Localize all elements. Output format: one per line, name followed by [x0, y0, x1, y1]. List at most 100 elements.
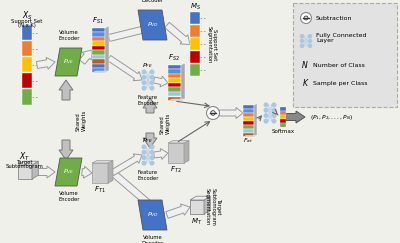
Circle shape: [150, 81, 154, 85]
Text: $F_{T1}$: $F_{T1}$: [94, 185, 106, 195]
Circle shape: [308, 44, 312, 47]
Polygon shape: [22, 24, 35, 25]
Text: Number of Class: Number of Class: [313, 62, 365, 68]
Polygon shape: [243, 136, 257, 137]
Text: Support Set
Segmentation: Support Set Segmentation: [206, 26, 218, 63]
Text: Target
Subtomogram
Segmentation: Target Subtomogram Segmentation: [205, 188, 221, 226]
Circle shape: [264, 119, 268, 123]
Text: $P_{VE}$: $P_{VE}$: [63, 58, 74, 66]
Text: Volume
Decoder: Volume Decoder: [142, 235, 164, 243]
Text: $X_T$: $X_T$: [20, 151, 30, 163]
FancyBboxPatch shape: [168, 83, 181, 87]
Circle shape: [142, 156, 146, 159]
Text: Support Set: Support Set: [11, 18, 43, 24]
Polygon shape: [286, 111, 305, 123]
Circle shape: [142, 161, 146, 165]
Circle shape: [308, 39, 312, 43]
Text: Subtomogram: Subtomogram: [6, 164, 44, 168]
Text: $X_S$: $X_S$: [22, 10, 32, 22]
FancyBboxPatch shape: [168, 69, 181, 74]
Polygon shape: [143, 133, 157, 148]
Polygon shape: [184, 140, 189, 163]
FancyBboxPatch shape: [190, 64, 200, 77]
Circle shape: [272, 114, 276, 118]
FancyBboxPatch shape: [168, 87, 181, 92]
Polygon shape: [55, 158, 82, 186]
FancyBboxPatch shape: [22, 73, 32, 88]
Text: Subtraction: Subtraction: [316, 16, 352, 20]
Text: $M_S$: $M_S$: [190, 2, 200, 12]
FancyBboxPatch shape: [92, 37, 105, 41]
Polygon shape: [82, 166, 92, 178]
Circle shape: [272, 119, 276, 123]
FancyBboxPatch shape: [168, 96, 181, 101]
Text: $P_{FE}$: $P_{FE}$: [142, 61, 154, 70]
FancyBboxPatch shape: [280, 107, 286, 111]
Polygon shape: [220, 107, 243, 119]
Polygon shape: [165, 22, 190, 44]
Text: Volume
Decoder: Volume Decoder: [142, 0, 164, 3]
Polygon shape: [190, 196, 210, 200]
Polygon shape: [166, 204, 190, 218]
FancyBboxPatch shape: [243, 129, 254, 133]
Text: $P_{VD}$: $P_{VD}$: [146, 21, 158, 29]
Text: Sample per Class: Sample per Class: [313, 80, 368, 86]
Circle shape: [142, 76, 146, 79]
FancyBboxPatch shape: [243, 117, 254, 121]
Polygon shape: [168, 140, 189, 143]
Polygon shape: [59, 140, 73, 160]
FancyBboxPatch shape: [190, 51, 200, 63]
Circle shape: [150, 86, 154, 90]
Circle shape: [142, 81, 146, 85]
Polygon shape: [154, 148, 168, 159]
FancyBboxPatch shape: [168, 74, 181, 78]
Polygon shape: [36, 166, 55, 178]
Text: N: N: [302, 61, 308, 69]
Polygon shape: [204, 196, 210, 214]
Text: Feature
Encoder: Feature Encoder: [137, 95, 159, 106]
Circle shape: [272, 109, 276, 112]
Circle shape: [142, 150, 146, 154]
FancyBboxPatch shape: [280, 111, 286, 115]
FancyBboxPatch shape: [280, 115, 286, 119]
Text: Fully Connected
Layer: Fully Connected Layer: [316, 33, 366, 43]
Circle shape: [300, 12, 312, 24]
Text: Feature
Encoder: Feature Encoder: [137, 170, 159, 181]
Polygon shape: [111, 170, 162, 215]
Text: $(P_1, P_2, ..., P_N)$: $(P_1, P_2, ..., P_N)$: [310, 113, 354, 122]
Polygon shape: [18, 161, 38, 165]
Circle shape: [272, 103, 276, 107]
FancyBboxPatch shape: [22, 41, 32, 57]
FancyBboxPatch shape: [92, 42, 105, 46]
FancyBboxPatch shape: [92, 46, 105, 50]
FancyBboxPatch shape: [243, 105, 254, 109]
FancyBboxPatch shape: [280, 123, 286, 127]
FancyBboxPatch shape: [190, 25, 200, 37]
Text: $F_{T2}$: $F_{T2}$: [170, 165, 182, 175]
Text: Shared
Weights: Shared Weights: [160, 112, 171, 134]
Text: $P_{FE}$: $P_{FE}$: [142, 137, 154, 146]
FancyBboxPatch shape: [92, 60, 105, 64]
FancyBboxPatch shape: [168, 143, 184, 163]
Circle shape: [300, 44, 304, 47]
FancyBboxPatch shape: [22, 57, 32, 72]
Polygon shape: [55, 48, 82, 76]
FancyBboxPatch shape: [243, 125, 254, 129]
Text: Volume
Encoder: Volume Encoder: [58, 191, 80, 202]
Polygon shape: [168, 99, 185, 101]
Circle shape: [308, 35, 312, 38]
FancyBboxPatch shape: [92, 55, 105, 59]
Polygon shape: [108, 160, 113, 183]
Polygon shape: [143, 98, 157, 113]
FancyBboxPatch shape: [92, 69, 105, 73]
Text: Volume
Encoder: Volume Encoder: [58, 30, 80, 41]
FancyBboxPatch shape: [18, 165, 32, 179]
Text: $P_{VD}$: $P_{VD}$: [146, 210, 158, 219]
Text: $P_{VE}$: $P_{VE}$: [63, 168, 74, 176]
Circle shape: [150, 150, 154, 154]
Circle shape: [264, 109, 268, 112]
Circle shape: [142, 70, 146, 74]
FancyBboxPatch shape: [280, 119, 286, 123]
Circle shape: [264, 114, 268, 118]
Polygon shape: [110, 154, 142, 176]
